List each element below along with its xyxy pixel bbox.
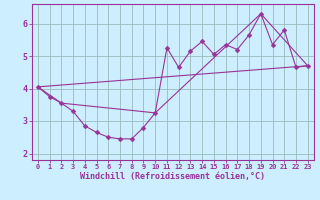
X-axis label: Windchill (Refroidissement éolien,°C): Windchill (Refroidissement éolien,°C) — [80, 172, 265, 181]
